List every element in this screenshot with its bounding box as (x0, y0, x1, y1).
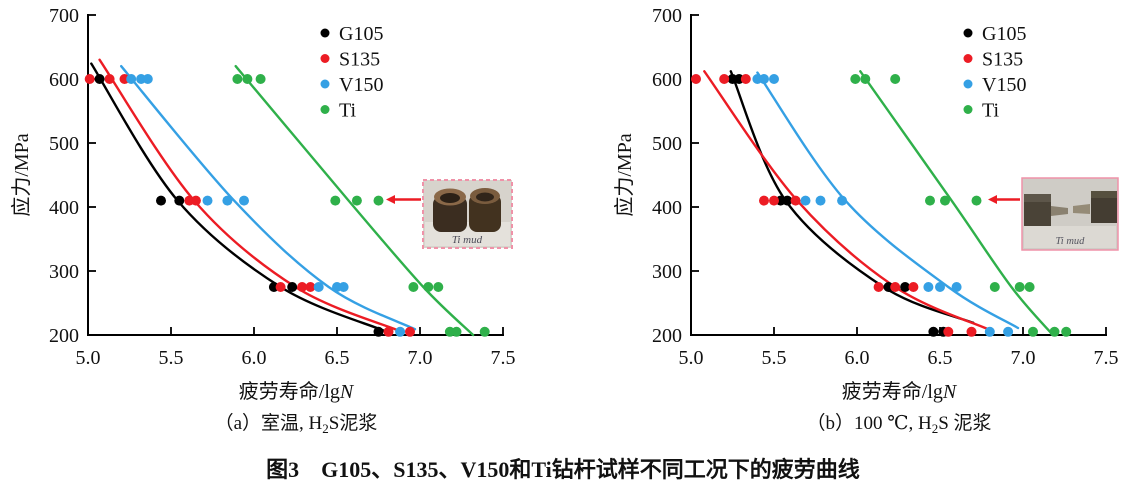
x-tick-label: 5.0 (76, 347, 101, 369)
legend-item-Ti: Ti (982, 100, 1000, 122)
legend-marker-G105 (320, 28, 330, 38)
data-points-V150 (126, 74, 406, 337)
x-tick-label: 5.5 (159, 347, 184, 369)
trend-line-S135 (703, 70, 991, 332)
x-tick-label: 7.0 (408, 347, 433, 369)
legend-marker-V150 (963, 79, 973, 89)
panel-caption: （a）室温, H2S泥浆 (215, 412, 378, 436)
y-tick-label: 500 (49, 133, 79, 155)
legend-marker-S135 (963, 54, 973, 63)
y-tick-label: 300 (49, 261, 79, 283)
y-tick-label: 200 (49, 325, 79, 347)
legend-item-V150: V150 (339, 74, 383, 96)
x-tick-label: 7.5 (491, 347, 516, 369)
x-axis-title: 疲劳寿命/lgN (842, 380, 958, 403)
y-tick-label: 700 (652, 5, 682, 27)
data-points-Ti (232, 74, 490, 337)
legend-item-S135: S135 (982, 49, 1023, 71)
data-points-Ti (850, 74, 1072, 337)
trend-line-Ti (234, 65, 475, 337)
specimen-photo: Ti mud (1021, 177, 1119, 251)
x-tick-label: 5.0 (679, 347, 704, 369)
x-tick-label: 6.5 (325, 347, 350, 369)
specimen-photo: Ti mud (422, 179, 513, 249)
y-tick-label: 500 (652, 133, 682, 155)
figure-title: 图3 G105、S135、V150和Ti钻杆试样不同工况下的疲劳曲线 (266, 457, 860, 482)
legend-marker-S135 (320, 54, 330, 63)
legend-marker-Ti (963, 105, 973, 114)
data-points-S135 (84, 74, 415, 337)
legend-item-S135: S135 (339, 49, 380, 71)
trend-line-V150 (120, 65, 417, 331)
legend-item-Ti: Ti (339, 100, 357, 122)
legend-item-V150: V150 (982, 74, 1026, 96)
y-tick-label: 400 (652, 197, 682, 219)
y-axis-title: 应力/MPa (613, 133, 636, 216)
annotation-arrow (988, 195, 1020, 204)
x-tick-label: 6.5 (928, 347, 953, 369)
trend-line-G105 (90, 62, 385, 332)
data-points-G105 (94, 74, 384, 337)
legend-marker-Ti (320, 105, 330, 114)
trend-line-G105 (729, 70, 975, 324)
legend: G105 S135 V150 Ti (320, 23, 383, 122)
trend-line-Ti (859, 70, 1055, 337)
y-axis-title: 应力/MPa (10, 133, 33, 216)
trend-line-S135 (98, 58, 400, 332)
x-tick-label: 5.5 (762, 347, 787, 369)
x-tick-label: 6.0 (242, 347, 267, 369)
y-tick-label: 600 (652, 69, 682, 91)
legend-item-G105: G105 (982, 23, 1026, 45)
panel-caption: （b）100 ℃, H2S 泥浆 (806, 412, 991, 436)
photo-handwritten-label: Ti mud (1056, 236, 1086, 247)
legend: G105 S135 V150 Ti (963, 23, 1026, 122)
legend-marker-G105 (963, 28, 973, 38)
x-tick-label: 7.5 (1094, 347, 1119, 369)
y-tick-label: 200 (652, 325, 682, 347)
x-tick-label: 7.0 (1011, 347, 1036, 369)
trend-line-V150 (756, 71, 1020, 330)
x-tick-label: 6.0 (845, 347, 870, 369)
y-tick-label: 700 (49, 5, 79, 27)
legend-marker-V150 (320, 79, 330, 89)
x-axis-title: 疲劳寿命/lgN (239, 380, 355, 403)
data-points-V150 (752, 74, 1014, 337)
photo-handwritten-label: Ti mud (452, 234, 483, 246)
y-tick-label: 400 (49, 197, 79, 219)
legend-item-G105: G105 (339, 23, 383, 45)
annotation-arrow (386, 195, 421, 204)
y-tick-label: 300 (652, 261, 682, 283)
y-tick-label: 600 (49, 69, 79, 91)
data-points-S135 (691, 74, 977, 337)
